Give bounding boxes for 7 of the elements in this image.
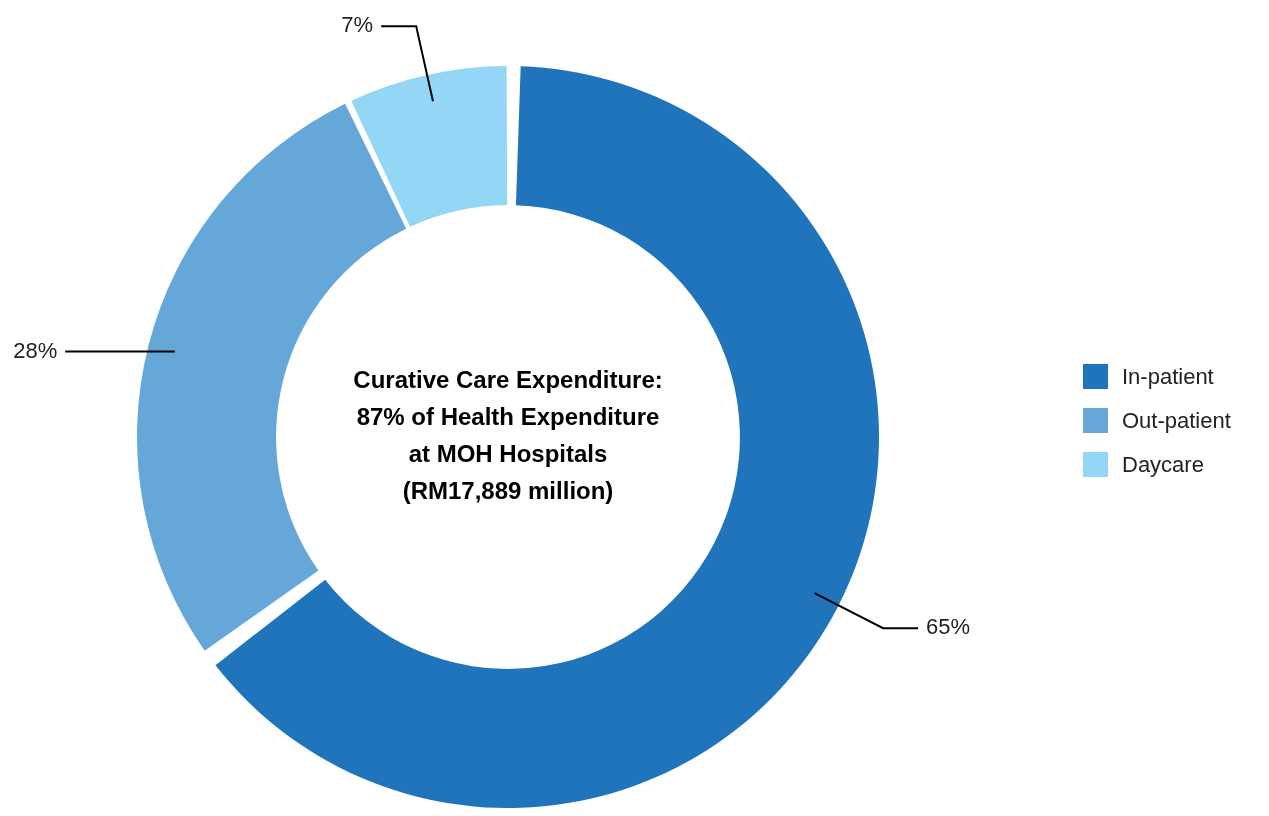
legend-label: Daycare <box>1122 451 1204 478</box>
legend-label: Out-patient <box>1122 407 1231 434</box>
legend-label: In-patient <box>1122 363 1214 390</box>
data-label: 28% <box>13 337 58 363</box>
data-label: 7% <box>341 12 374 38</box>
text: Curative Care Expenditure: 87% of Health Expenditure at MOH Hospitals (RM17,889 million) <box>353 366 663 505</box>
data-label: 65% <box>926 614 971 640</box>
